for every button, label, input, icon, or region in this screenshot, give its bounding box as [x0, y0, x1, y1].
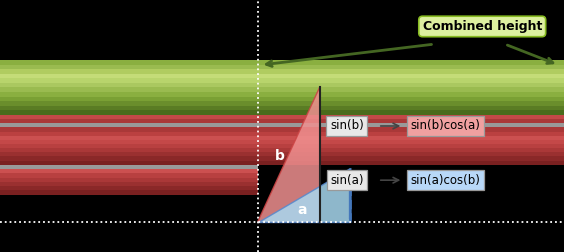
Bar	[0, 123, 258, 127]
Bar	[0, 60, 258, 65]
Bar	[0, 115, 258, 119]
Bar	[0, 97, 258, 101]
Bar	[0, 136, 258, 140]
Bar	[258, 110, 564, 115]
Bar	[258, 132, 564, 136]
Bar	[258, 60, 564, 65]
Bar	[258, 78, 564, 83]
Bar	[258, 156, 564, 161]
Bar	[258, 144, 564, 148]
Bar	[258, 97, 564, 101]
Bar	[0, 132, 258, 136]
Bar	[0, 161, 258, 165]
Bar	[0, 83, 258, 87]
Bar	[0, 190, 258, 195]
Bar	[0, 110, 258, 115]
Text: sin(a): sin(a)	[330, 174, 364, 187]
Bar	[258, 152, 564, 156]
Polygon shape	[258, 87, 320, 222]
Bar	[0, 69, 258, 74]
Text: a: a	[297, 203, 306, 217]
Bar	[0, 182, 258, 186]
Bar	[258, 136, 564, 140]
Bar	[0, 74, 258, 78]
Bar	[0, 128, 258, 132]
Bar	[0, 119, 258, 123]
Text: b: b	[275, 149, 285, 163]
Bar	[258, 65, 564, 69]
Bar	[258, 115, 564, 119]
Bar	[0, 165, 258, 169]
Bar	[258, 69, 564, 74]
Text: sin(b)cos(a): sin(b)cos(a)	[411, 119, 481, 133]
Text: sin(a)cos(b): sin(a)cos(b)	[411, 174, 481, 187]
Text: sin(b): sin(b)	[330, 119, 364, 133]
Bar	[258, 161, 564, 165]
Bar	[0, 152, 258, 156]
Bar	[258, 140, 564, 144]
Bar	[0, 186, 258, 190]
Bar	[0, 92, 258, 97]
Bar	[258, 87, 564, 92]
Bar	[258, 101, 564, 106]
Bar	[258, 83, 564, 87]
Bar	[0, 148, 258, 152]
Bar	[258, 148, 564, 152]
Bar	[0, 78, 258, 83]
Bar	[258, 74, 564, 78]
Bar	[0, 144, 258, 148]
Bar	[0, 101, 258, 106]
Bar	[258, 106, 564, 110]
Bar	[258, 128, 564, 132]
Bar	[0, 87, 258, 92]
Polygon shape	[258, 168, 350, 222]
Bar	[258, 123, 564, 127]
Bar	[0, 106, 258, 110]
Bar	[0, 173, 258, 178]
Bar	[258, 92, 564, 97]
Bar	[0, 169, 258, 173]
Text: Combined height: Combined height	[422, 20, 542, 33]
Bar	[258, 119, 564, 123]
Bar	[0, 156, 258, 161]
Bar	[0, 178, 258, 182]
Bar	[0, 65, 258, 69]
Bar	[0, 140, 258, 144]
